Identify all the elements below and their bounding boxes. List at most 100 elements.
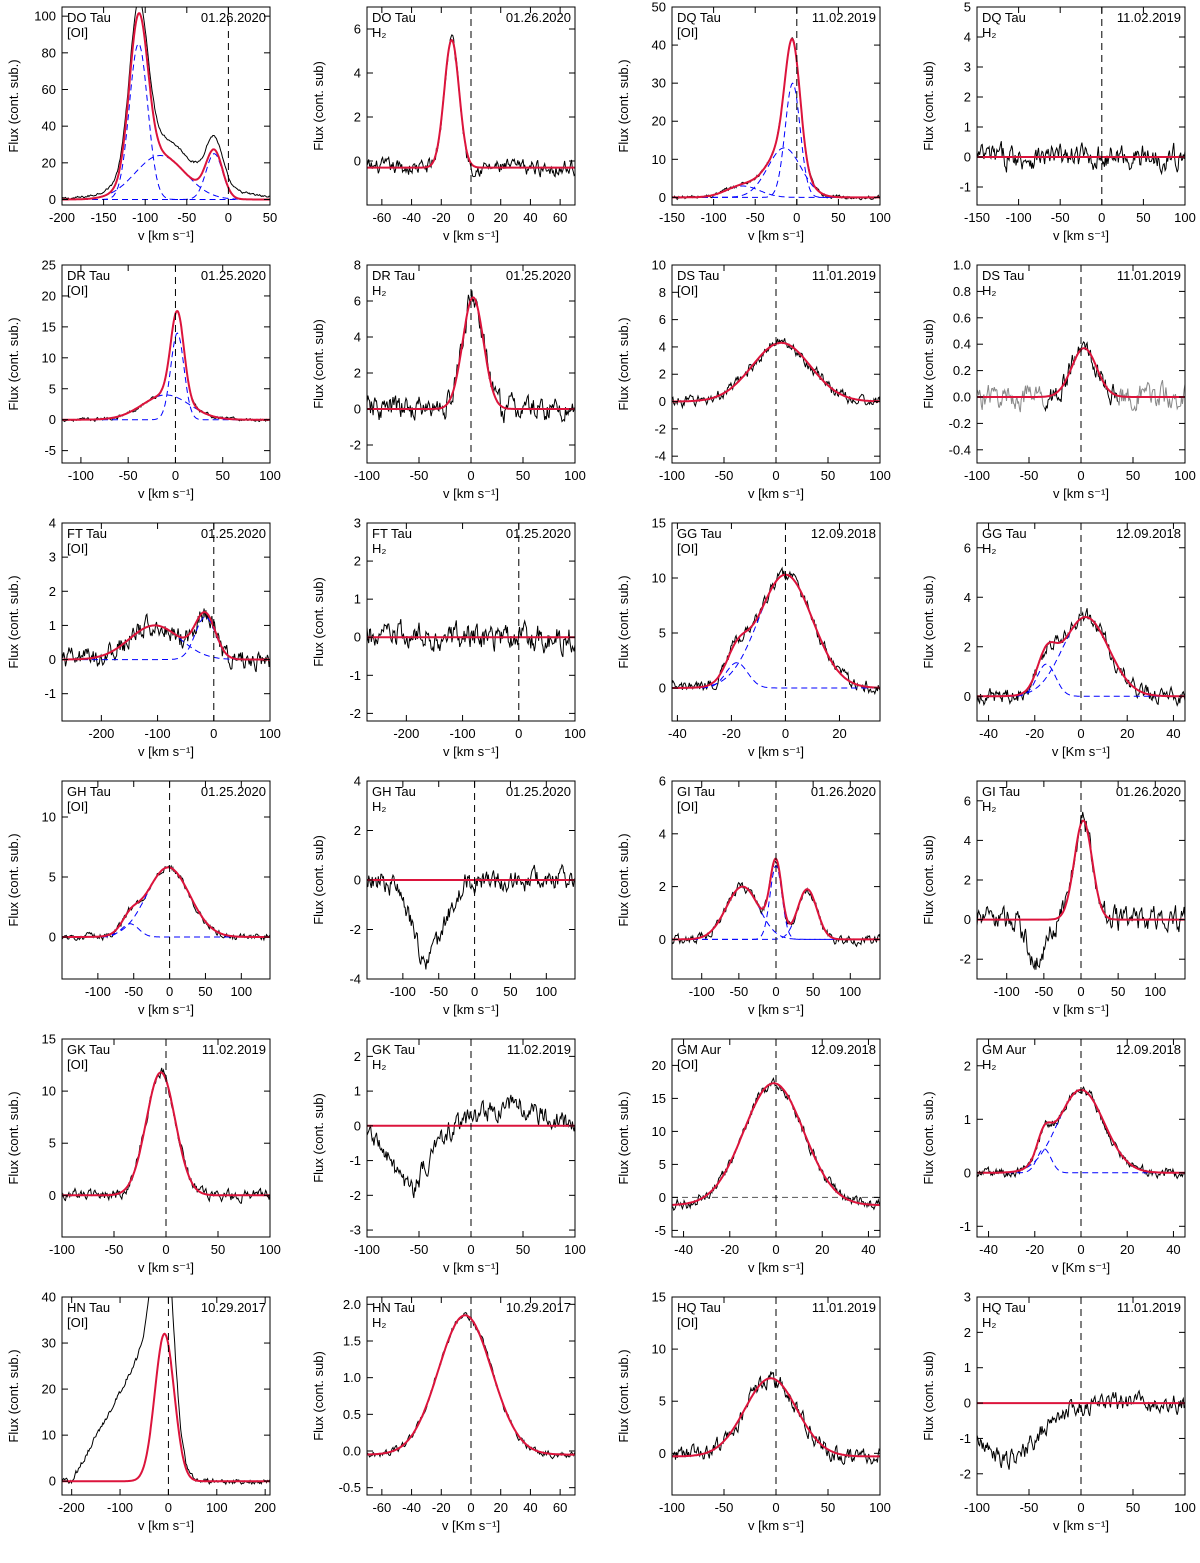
panel-dq-tau-h2: -150 -100 -50 0 50 100 -1 0 1 2 3 4 5 v [km s⁻¹] Flux … — [921, 0, 1196, 243]
y-tick-label: 20 — [42, 155, 56, 170]
y-tick-label: 6 — [659, 312, 666, 327]
y-tick-label: 5 — [659, 1394, 666, 1409]
observation-date: 11.01.2019 — [1117, 1300, 1181, 1315]
x-tick-label: 100 — [564, 1242, 586, 1257]
y-tick-label: 15 — [652, 1290, 666, 1305]
x-tick-label: -200 — [59, 1500, 85, 1515]
x-tick-label: -50 — [410, 1242, 429, 1257]
y-tick-label: 10 — [42, 810, 56, 825]
x-tick-label: -100 — [659, 468, 685, 483]
x-tick-label: -100 — [107, 1500, 133, 1515]
x-tick-label: 20 — [1120, 726, 1134, 741]
y-tick-label: 0 — [354, 1118, 361, 1133]
star-name: GK Tau — [372, 1042, 415, 1057]
y-tick-label: -4 — [654, 449, 666, 464]
x-tick-label: -100 — [85, 984, 111, 999]
x-tick-label: 50 — [821, 468, 835, 483]
spectrum-data — [62, 864, 270, 942]
line-name: H₂ — [372, 541, 386, 556]
y-tick-label: 1 — [49, 618, 56, 633]
y-tick-label: 20 — [42, 288, 56, 303]
x-tick-label: 0 — [471, 984, 478, 999]
observation-date: 11.01.2019 — [812, 1300, 876, 1315]
component-gaussian-2 — [62, 923, 270, 938]
y-tick-label: -4 — [349, 972, 361, 987]
y-tick-label: 4 — [964, 30, 971, 45]
component-gaussian-2 — [672, 662, 880, 689]
x-tick-label: -20 — [432, 1500, 451, 1515]
x-axis-label: v [Km s⁻¹] — [1052, 744, 1110, 759]
observation-date: 01.25.2020 — [506, 526, 571, 541]
x-tick-label: 20 — [815, 1242, 829, 1257]
spectrum-data — [62, 310, 270, 423]
y-tick-label: 40 — [42, 1290, 56, 1305]
x-tick-label: -200 — [393, 726, 419, 741]
fit-curve — [62, 1332, 270, 1483]
y-tick-label: -2 — [349, 438, 361, 453]
y-axis-label: Flux (cont. sub.) — [6, 833, 21, 926]
x-tick-label: 100 — [206, 1500, 228, 1515]
y-tick-label: 2.0 — [343, 1297, 361, 1312]
x-axis-label: v [km s⁻¹] — [138, 1002, 194, 1017]
x-tick-label: -60 — [372, 210, 391, 225]
x-axis-label: v [km s⁻¹] — [138, 228, 194, 243]
y-tick-label: 6 — [964, 540, 971, 555]
y-tick-label: 1.0 — [953, 258, 971, 273]
y-tick-label: -5 — [44, 443, 56, 458]
y-axis-label: Flux (cont. sub) — [921, 1351, 936, 1441]
line-name: [OI] — [677, 25, 698, 40]
x-tick-label: 40 — [523, 1500, 537, 1515]
y-axis-label: Flux (cont. sub) — [311, 1093, 326, 1183]
x-tick-label: 60 — [553, 1500, 567, 1515]
x-tick-label: 100 — [259, 726, 281, 741]
y-tick-label: 6 — [964, 793, 971, 808]
x-tick-label: -20 — [720, 1242, 739, 1257]
panel-hq-tau-oi: -100 -50 0 50 100 0 5 10 15 v [km s⁻¹] Flux (cont.… — [616, 1290, 891, 1534]
x-tick-label: 0 — [1077, 984, 1084, 999]
y-axis-label: Flux (cont. sub.) — [6, 1349, 21, 1442]
line-name: [OI] — [677, 541, 698, 556]
y-tick-label: -1 — [44, 686, 56, 701]
axes-frame — [671, 6, 881, 206]
observation-date: 10.29.2017 — [506, 1300, 571, 1315]
y-tick-label: 1 — [964, 120, 971, 135]
y-tick-label: 0 — [49, 1188, 56, 1203]
x-tick-label: 0 — [172, 468, 179, 483]
x-tick-label: 20 — [493, 210, 507, 225]
panel-ft-tau-oi: -200 -100 0 100 -1 0 1 2 3 4 v [km s⁻¹] Flux (cont.… — [6, 516, 281, 760]
x-tick-label: 50 — [516, 468, 530, 483]
y-tick-label: 80 — [42, 45, 56, 60]
y-tick-label: 40 — [652, 38, 666, 53]
axes-frame — [61, 6, 271, 206]
observation-date: 01.26.2020 — [1116, 784, 1181, 799]
star-name: GH Tau — [67, 784, 111, 799]
y-tick-label: 2 — [659, 367, 666, 382]
x-tick-label: -200 — [49, 210, 75, 225]
y-axis-label: Flux (cont. sub.) — [616, 1091, 631, 1184]
axes-frame — [61, 780, 271, 980]
y-axis-label: Flux (cont. sub) — [921, 835, 936, 925]
star-name: DR Tau — [372, 268, 415, 283]
y-tick-label: 10 — [652, 571, 666, 586]
axes-frame — [366, 522, 576, 722]
x-tick-label: 0 — [467, 1242, 474, 1257]
y-tick-label: 0 — [49, 930, 56, 945]
y-tick-label: 0 — [49, 412, 56, 427]
line-name: [OI] — [67, 541, 88, 556]
x-tick-label: 50 — [516, 1242, 530, 1257]
star-name: GM Aur — [677, 1042, 722, 1057]
x-tick-label: 0 — [166, 984, 173, 999]
x-tick-label: 100 — [869, 210, 891, 225]
x-tick-label: 100 — [1174, 1500, 1196, 1515]
x-axis-label: v [km s⁻¹] — [1053, 228, 1109, 243]
x-tick-label: -100 — [689, 984, 715, 999]
y-axis-label: Flux (cont. sub.) — [616, 575, 631, 668]
spectrum-low-snr-left — [977, 384, 1045, 413]
x-tick-label: -50 — [1020, 1500, 1039, 1515]
y-tick-label: 10 — [652, 152, 666, 167]
x-tick-label: -50 — [119, 468, 138, 483]
x-tick-label: 60 — [553, 210, 567, 225]
x-axis-label: v [km s⁻¹] — [748, 1260, 804, 1275]
component-gaussian-3 — [62, 153, 270, 200]
